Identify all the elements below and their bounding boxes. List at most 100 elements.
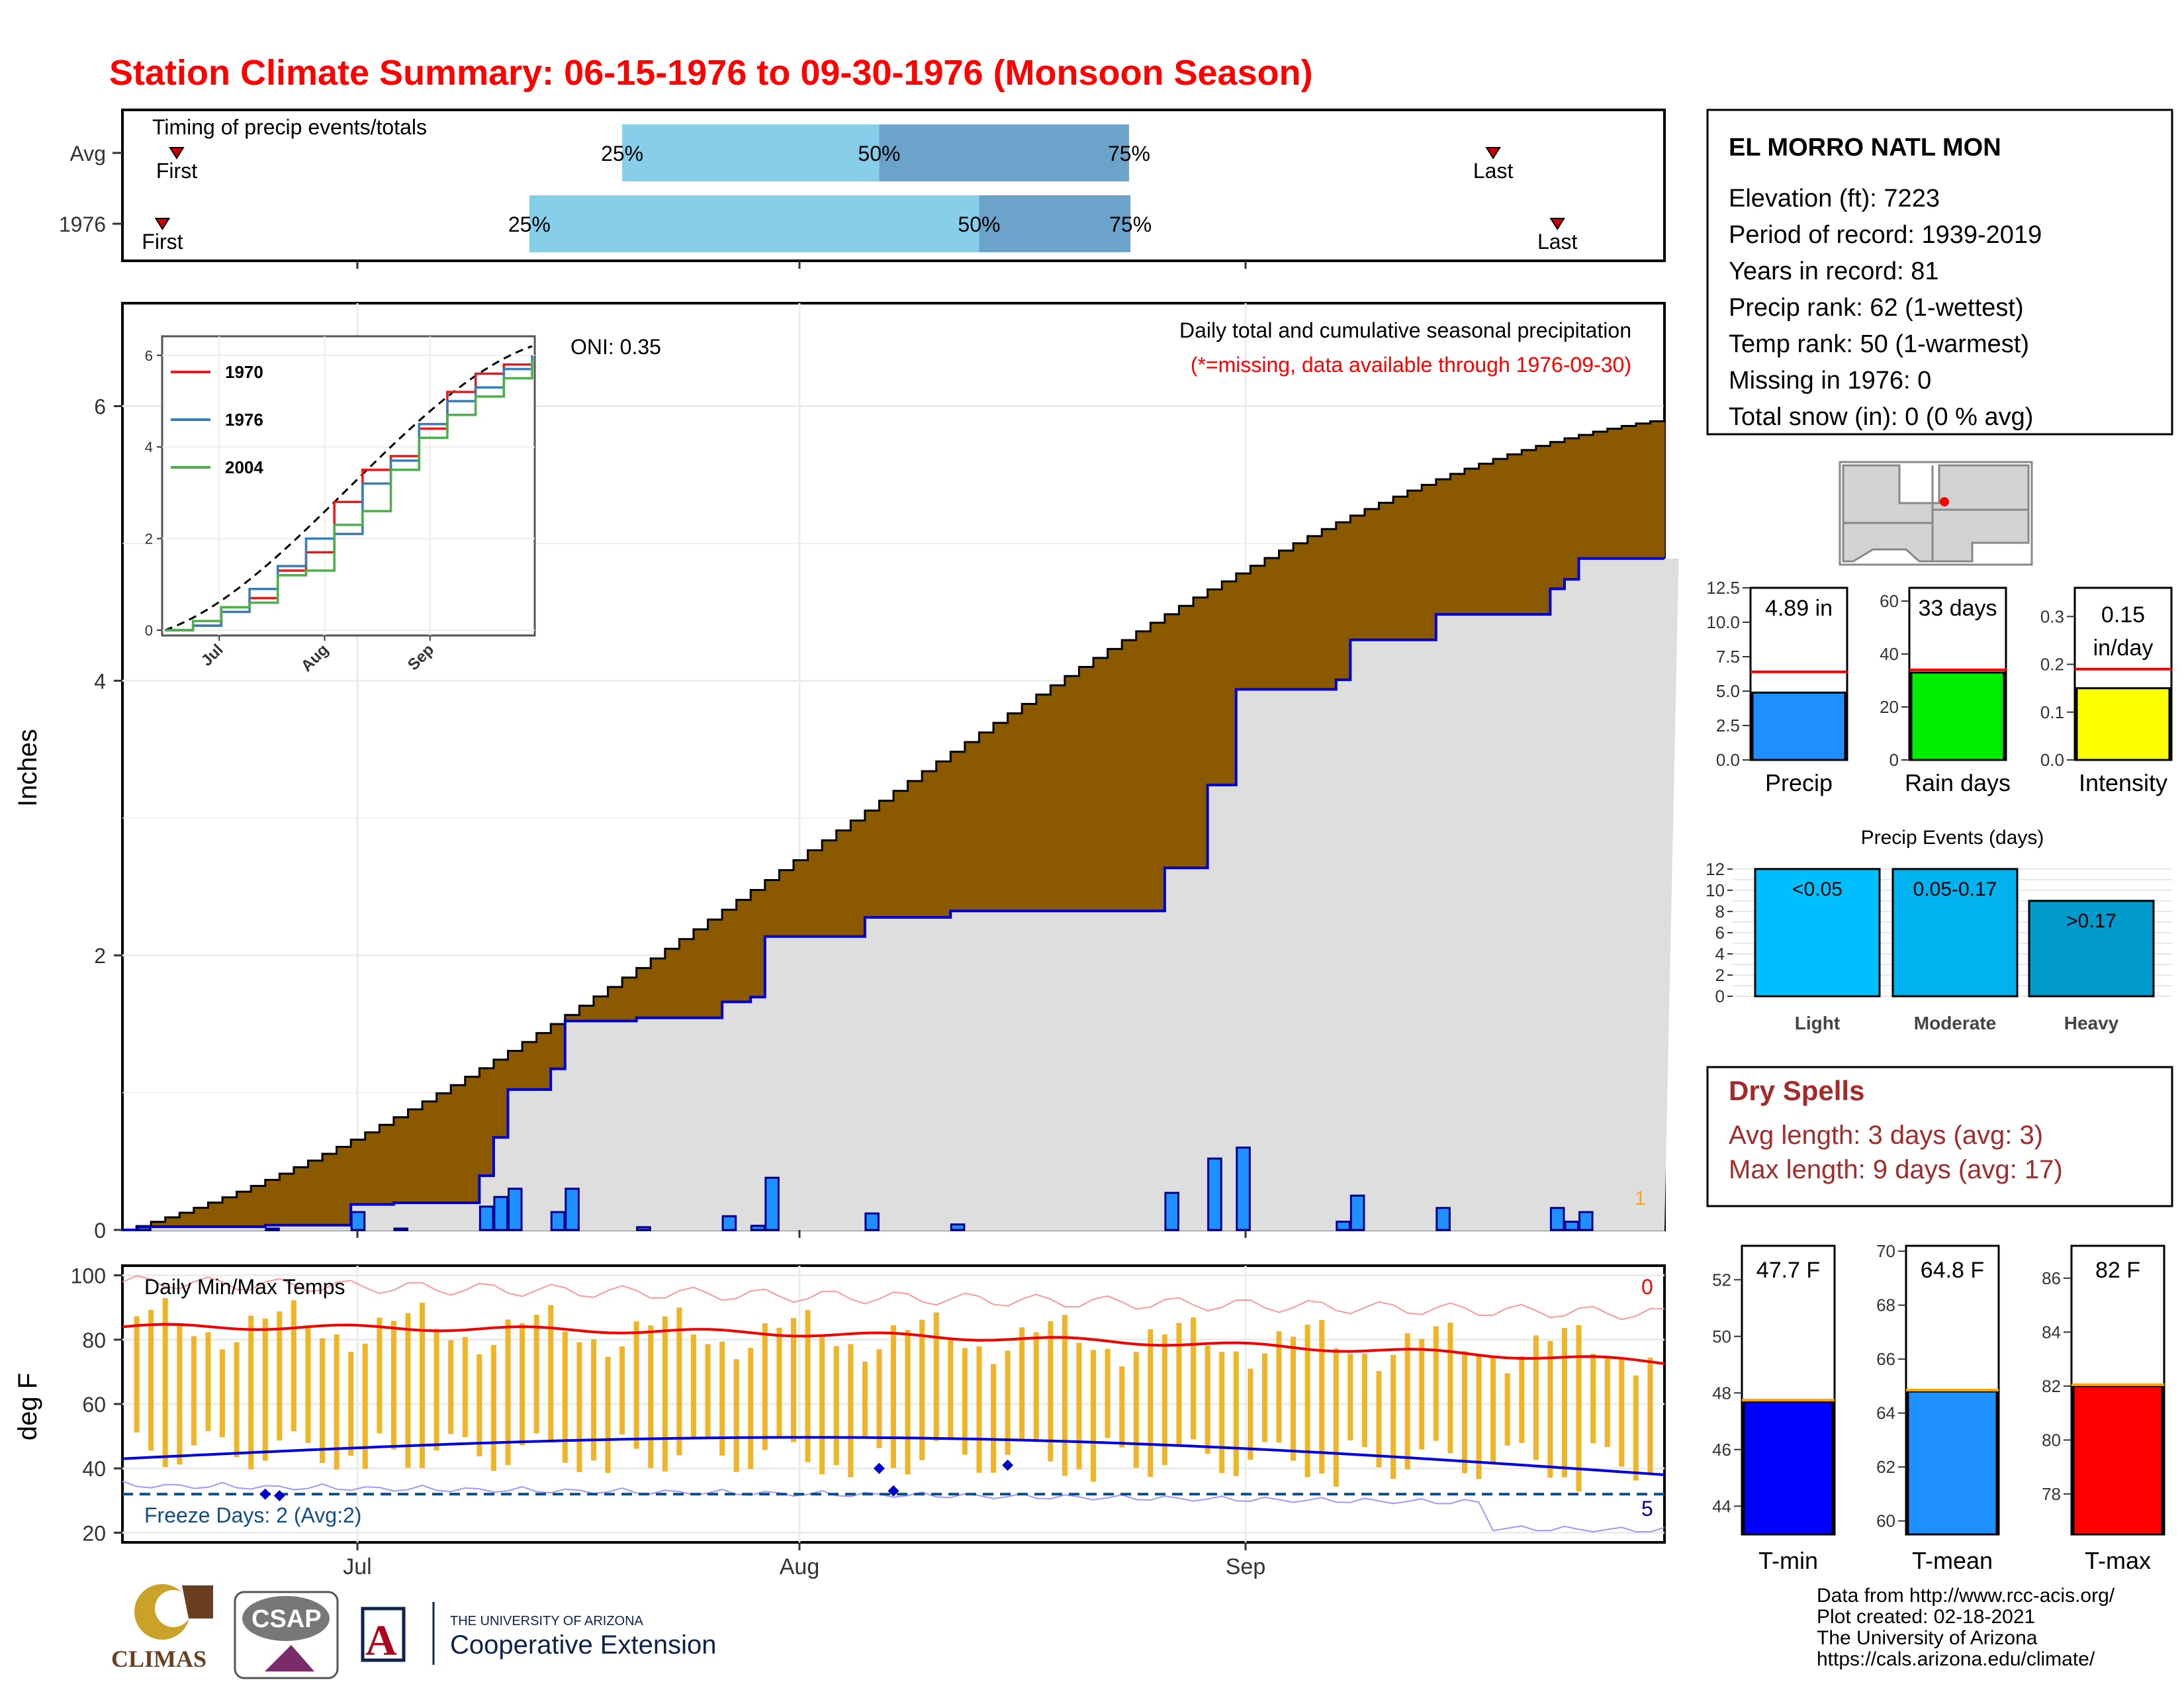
daily-temp-bar [505,1319,511,1466]
deficit-area [393,1117,408,1203]
daily-precip-bar [1349,1194,1365,1231]
deficit-area [1493,459,1508,615]
temp-bar-label: T-mean [1912,1547,1993,1574]
daily-temp-bar [420,1302,426,1468]
deficit-area [179,1212,195,1227]
events-ytick-label: 0 [1715,986,1725,1006]
timing-p75-label: 75% [1109,212,1152,236]
daily-temp-bar [305,1326,311,1443]
daily-temp-bar [1619,1358,1625,1467]
deficit-area [936,761,951,917]
footer-line: The University of Arizona [1817,1627,2038,1649]
summary-bar-precip [1751,691,1846,761]
daily-precip-bar [950,1223,966,1231]
daily-precip-bar [764,1176,780,1231]
summary-bar-label: Intensity [2079,769,2167,796]
station-name: EL MORRO NATL MON [1729,134,2001,162]
deficit-area [565,1015,580,1021]
daily-precip-bar [350,1211,366,1231]
daily-precip-bar [636,1226,651,1231]
temp-bar-ytick-label: 44 [1712,1496,1731,1516]
daily-temp-bar [1233,1351,1239,1476]
svg-text:A: A [365,1617,397,1665]
deficit-area [436,1093,451,1203]
precip-ytick-label: 6 [94,395,106,419]
deficit-area [236,1192,251,1227]
deficit-area [1522,449,1537,615]
daily-temp-bar [490,1344,496,1472]
summary-ytick-label: 60 [1880,591,1899,611]
timing-p75-label: 75% [1108,142,1150,165]
ua-logo-top: THE UNIVERSITY OF ARIZONA [450,1614,644,1628]
deficit-area [1364,509,1380,640]
inset-avg-line [164,345,533,632]
daily-temp-bar [876,1349,882,1448]
timing-p25-label: 25% [601,142,643,165]
deficit-area [1264,558,1279,690]
events-bar-moderate [1891,868,2019,998]
summary-bar-rain-days [1910,671,2005,761]
timing-label: Timing of precip events/totals [152,115,427,139]
daily-temp-bar [1404,1333,1410,1470]
footer-line: Plot created: 02-18-2021 [1817,1606,2035,1628]
daily-temp-bar [477,1354,482,1457]
daily-temp-bar [705,1344,711,1438]
temp-bar-value: 64.8 F [1921,1258,1984,1283]
deficit-area [736,900,751,1002]
deficit-area [1350,515,1365,640]
events-category-label: Light [1795,1013,1840,1033]
events-category-label: Moderate [1914,1013,1996,1033]
deficit-area [907,780,923,917]
cumulative-1976-fill [122,558,1679,1230]
daily-temp-bar [348,1352,354,1456]
first-marker [169,147,185,160]
temp-bar-t-max [2072,1385,2163,1536]
daily-temp-bar [1076,1342,1082,1470]
daily-temp-bar [1633,1375,1639,1481]
daily-precip-bar [1236,1147,1251,1231]
daily-temp-bar [1433,1326,1439,1441]
daily-temp-bar [390,1321,396,1450]
daily-temp-bar [362,1343,368,1469]
daily-precip-bar [550,1211,566,1231]
temp-bar-ytick-label: 52 [1712,1270,1731,1289]
temp-bar-ytick-label: 80 [2042,1430,2061,1450]
events-ytick-label: 12 [1706,859,1725,879]
daily-temp-bar [805,1309,811,1462]
temp-bar-label: T-max [2085,1547,2151,1574]
daily-temp-bar [148,1309,154,1451]
first-label: First [156,159,197,183]
events-ytick-label: 8 [1715,902,1725,921]
daily-temp-bar [1062,1315,1068,1476]
summary-value-label: 33 days [1918,596,1997,621]
daily-temp-bar [1319,1320,1325,1474]
deficit-area [579,1006,594,1021]
deficit-area [1564,438,1580,580]
deficit-area [722,910,737,1002]
deficit-area [251,1186,266,1227]
summary-ytick-label: 10.0 [1706,612,1740,632]
daily-precip-bar [565,1188,580,1231]
inset-series-2004 [165,359,533,632]
station-info-box: EL MORRO NATL MON Elevation (ft): 7223 Pe… [1706,109,2173,436]
freeze-marker [887,1485,899,1497]
csap-logo-text: CSAP [251,1605,322,1633]
temp-summary-bars: 44 46 48 50 52 47.7 F T-min 60 62 64 66 68 70 64.8 F T… [1712,1241,2165,1574]
deficit-area [850,820,866,937]
temp-ylabel: deg F [13,1373,42,1440]
deficit-area [1279,550,1294,690]
daily-precip-bar [750,1225,766,1231]
daily-temp-bar [448,1340,454,1434]
freeze-marker [1002,1459,1014,1471]
deficit-area [551,1024,566,1069]
summary-value-label: 4.89 in [1765,596,1833,621]
dry-spells-max: Max length: 9 days (avg: 17) [1729,1155,2063,1184]
daily-precip-bar [393,1227,408,1231]
daily-temp-bar [1205,1345,1210,1454]
ua-logo-bottom: Cooperative Extension [450,1630,716,1660]
daily-precip-bar [1549,1207,1565,1231]
daily-temp-bar [862,1361,868,1436]
station-location-dot [1940,497,1949,506]
temp-bar-ytick-label: 60 [1876,1511,1895,1531]
